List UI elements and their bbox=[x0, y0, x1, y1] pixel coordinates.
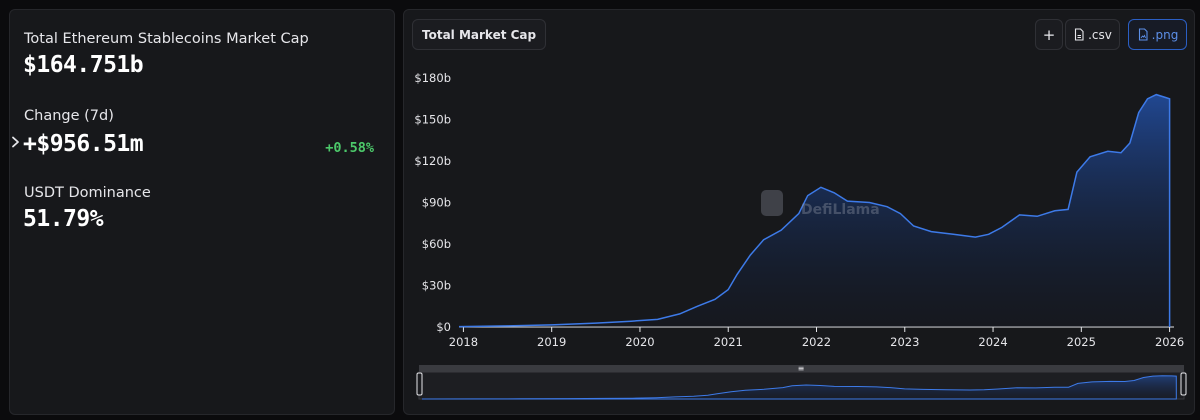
watermark-text: DefiLlama bbox=[801, 202, 880, 218]
y-tick-label: $120b bbox=[414, 154, 451, 168]
file-icon bbox=[1075, 28, 1084, 41]
brush-handle-right[interactable] bbox=[1180, 372, 1187, 396]
x-tick-label: 2026 bbox=[1155, 335, 1184, 349]
series-line bbox=[458, 93, 1171, 328]
change-percent: +0.58% bbox=[325, 140, 374, 156]
metric-select-label: Total Market Cap bbox=[422, 27, 537, 42]
y-tick-label: $0 bbox=[436, 320, 451, 334]
add-button[interactable]: + bbox=[1035, 19, 1063, 50]
x-tick-label: 2024 bbox=[978, 335, 1007, 349]
llama-logo-icon bbox=[761, 190, 783, 216]
brush-top-bar[interactable] bbox=[419, 365, 1184, 372]
y-tick-label: $90b bbox=[422, 196, 451, 210]
brush-handle-left[interactable] bbox=[416, 372, 423, 396]
x-tick-label: 2021 bbox=[714, 335, 743, 349]
csv-button-label: .csv bbox=[1088, 27, 1112, 42]
x-tick-label: 2022 bbox=[802, 335, 831, 349]
png-download-button[interactable]: .png bbox=[1128, 19, 1187, 50]
dominance-label: USDT Dominance bbox=[24, 185, 151, 201]
metric-select[interactable]: Total Market Cap bbox=[412, 19, 546, 50]
x-tick-label: 2023 bbox=[890, 335, 919, 349]
csv-download-button[interactable]: .csv bbox=[1065, 19, 1120, 50]
add-button-label: + bbox=[1042, 25, 1056, 44]
chevron-right-icon[interactable] bbox=[10, 136, 22, 148]
y-tick-label: $150b bbox=[414, 113, 451, 127]
brush-preview-area bbox=[421, 375, 1177, 400]
dominance-value: 51.79% bbox=[23, 206, 104, 232]
x-tick-label: 2018 bbox=[449, 335, 478, 349]
y-tick-label: $60b bbox=[422, 237, 451, 251]
chart-panel: Total Market Cap + .csv .png bbox=[403, 9, 1195, 415]
png-button-label: .png bbox=[1151, 27, 1179, 42]
image-file-icon bbox=[1138, 28, 1148, 41]
y-tick-label: $180b bbox=[414, 71, 451, 85]
watermark: DefiLlama bbox=[761, 190, 880, 218]
change-value: +$956.51m bbox=[23, 131, 144, 157]
stats-panel: Total Ethereum Stablecoins Market Cap $1… bbox=[9, 9, 395, 415]
x-tick-label: 2020 bbox=[625, 335, 654, 349]
brush-grip-icon[interactable]: ≡ bbox=[798, 364, 805, 373]
y-axis: $0 $30b $60b $90b $120b $150b $180b bbox=[414, 71, 451, 334]
market-cap-value: $164.751b bbox=[23, 52, 144, 78]
chart-area: $0$30b$60b$90b$120b$150b$180b 2018 2019 20… bbox=[414, 71, 1187, 400]
x-tick-label: 2019 bbox=[537, 335, 566, 349]
y-tick-label: $30b bbox=[422, 279, 451, 293]
series-area bbox=[459, 94, 1170, 327]
change-label: Change (7d) bbox=[24, 108, 114, 124]
x-tick-label: 2025 bbox=[1067, 335, 1096, 349]
range-brush[interactable]: ≡ bbox=[416, 364, 1187, 400]
market-cap-label: Total Ethereum Stablecoins Market Cap bbox=[24, 31, 309, 47]
x-axis: 2018 2019 2020 2021 2022 2023 2024 2025 2026 bbox=[449, 327, 1184, 349]
